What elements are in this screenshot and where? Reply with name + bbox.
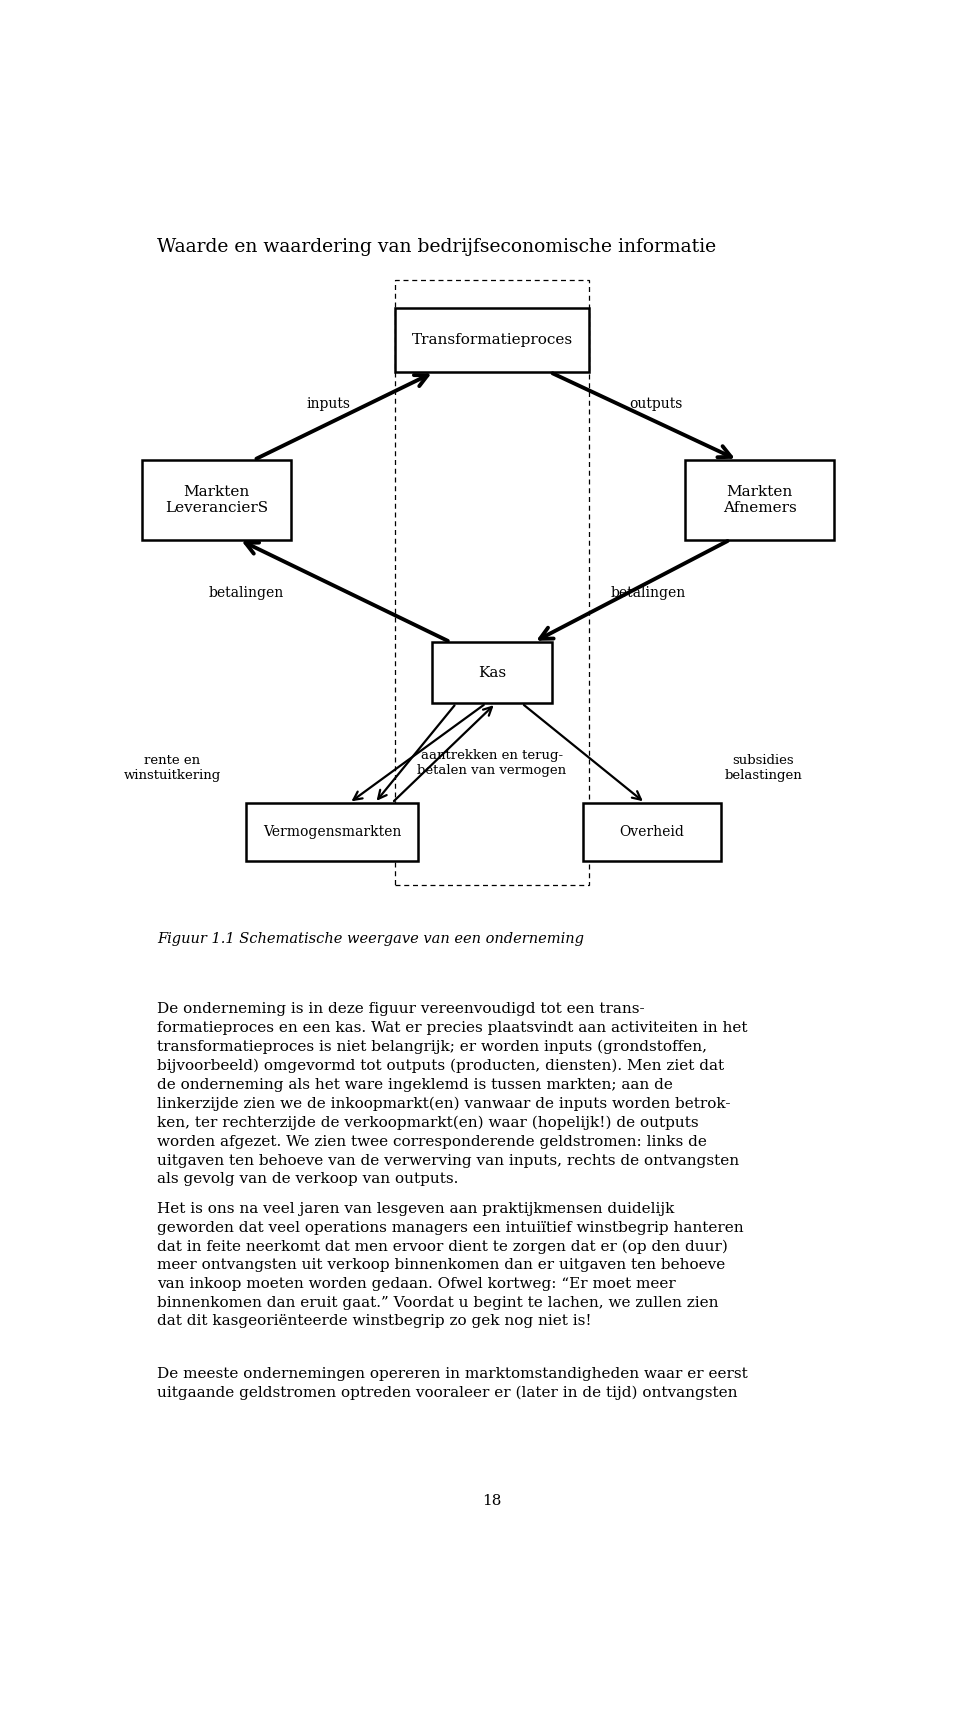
Text: rente en
winstuitkering: rente en winstuitkering (124, 755, 221, 782)
Text: subsidies
belastingen: subsidies belastingen (725, 755, 803, 782)
Text: 18: 18 (482, 1494, 502, 1508)
Text: De meeste ondernemingen opereren in marktomstandigheden waar er eerst
uitgaande : De meeste ondernemingen opereren in mark… (157, 1366, 748, 1401)
Bar (685, 459, 834, 539)
Text: Kas: Kas (478, 665, 506, 680)
Bar (247, 803, 418, 862)
Bar (583, 803, 721, 862)
Text: betalingen: betalingen (209, 585, 284, 599)
Bar (396, 280, 588, 886)
Text: Transformatieproces: Transformatieproces (412, 333, 572, 347)
Text: Markten
LeverancierS: Markten LeverancierS (165, 485, 268, 515)
Bar (432, 642, 551, 703)
Text: Overheid: Overheid (619, 826, 684, 839)
Text: Markten
Afnemers: Markten Afnemers (723, 485, 797, 515)
Text: outputs: outputs (629, 397, 683, 411)
Text: inputs: inputs (306, 397, 350, 411)
Bar (396, 309, 588, 371)
Text: Waarde en waardering van bedrijfseconomische informatie: Waarde en waardering van bedrijfseconomi… (157, 238, 716, 256)
Bar (142, 459, 291, 539)
Text: betalingen: betalingen (611, 585, 685, 599)
Text: Vermogensmarkten: Vermogensmarkten (263, 826, 401, 839)
Text: Het is ons na veel jaren van lesgeven aan praktijkmensen duidelijk
geworden dat : Het is ons na veel jaren van lesgeven aa… (157, 1202, 744, 1328)
Text: De onderneming is in deze figuur vereenvoudigd tot een trans-
formatieproces en : De onderneming is in deze figuur vereenv… (157, 1002, 748, 1186)
Text: aantrekken en terug-
betalen van vermogen: aantrekken en terug- betalen van vermoge… (418, 750, 566, 777)
Text: Figuur 1.1 Schematische weergave van een onderneming: Figuur 1.1 Schematische weergave van een… (157, 933, 585, 946)
